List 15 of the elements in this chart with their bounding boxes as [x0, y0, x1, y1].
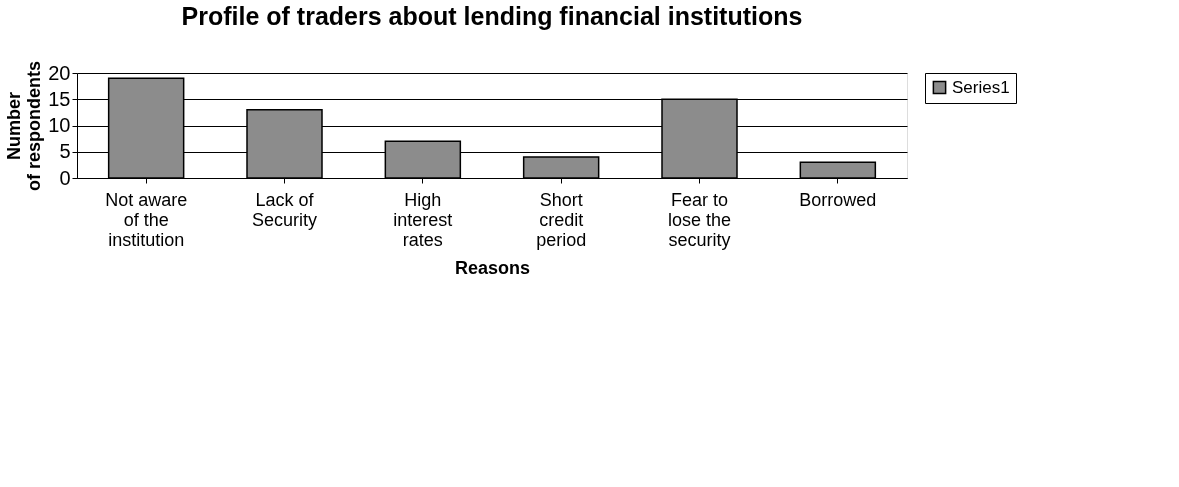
y-axis-title: Number of respondents [4, 60, 45, 192]
y-tick-label: 15 [48, 87, 71, 110]
chart-title: Profile of traders about lending financial institutions [181, 2, 803, 31]
legend-label: Series1 [952, 77, 1010, 97]
x-tick-label: Fear to lose the security [667, 189, 732, 250]
y-tick-label: 10 [48, 114, 71, 136]
x-tick-label: Borrowed [799, 189, 877, 210]
x-tick-label: Not aware of the institution [105, 189, 188, 250]
x-axis-title: Reasons [454, 257, 531, 278]
y-tick-label: 20 [48, 61, 71, 84]
x-tick-label: High interest rates [393, 189, 453, 250]
x-tick-label: Short credit period [536, 189, 587, 250]
x-tick-label: Lack of Security [251, 189, 318, 230]
y-tick-label: 5 [59, 140, 71, 163]
y-tick-label: 0 [59, 166, 71, 189]
